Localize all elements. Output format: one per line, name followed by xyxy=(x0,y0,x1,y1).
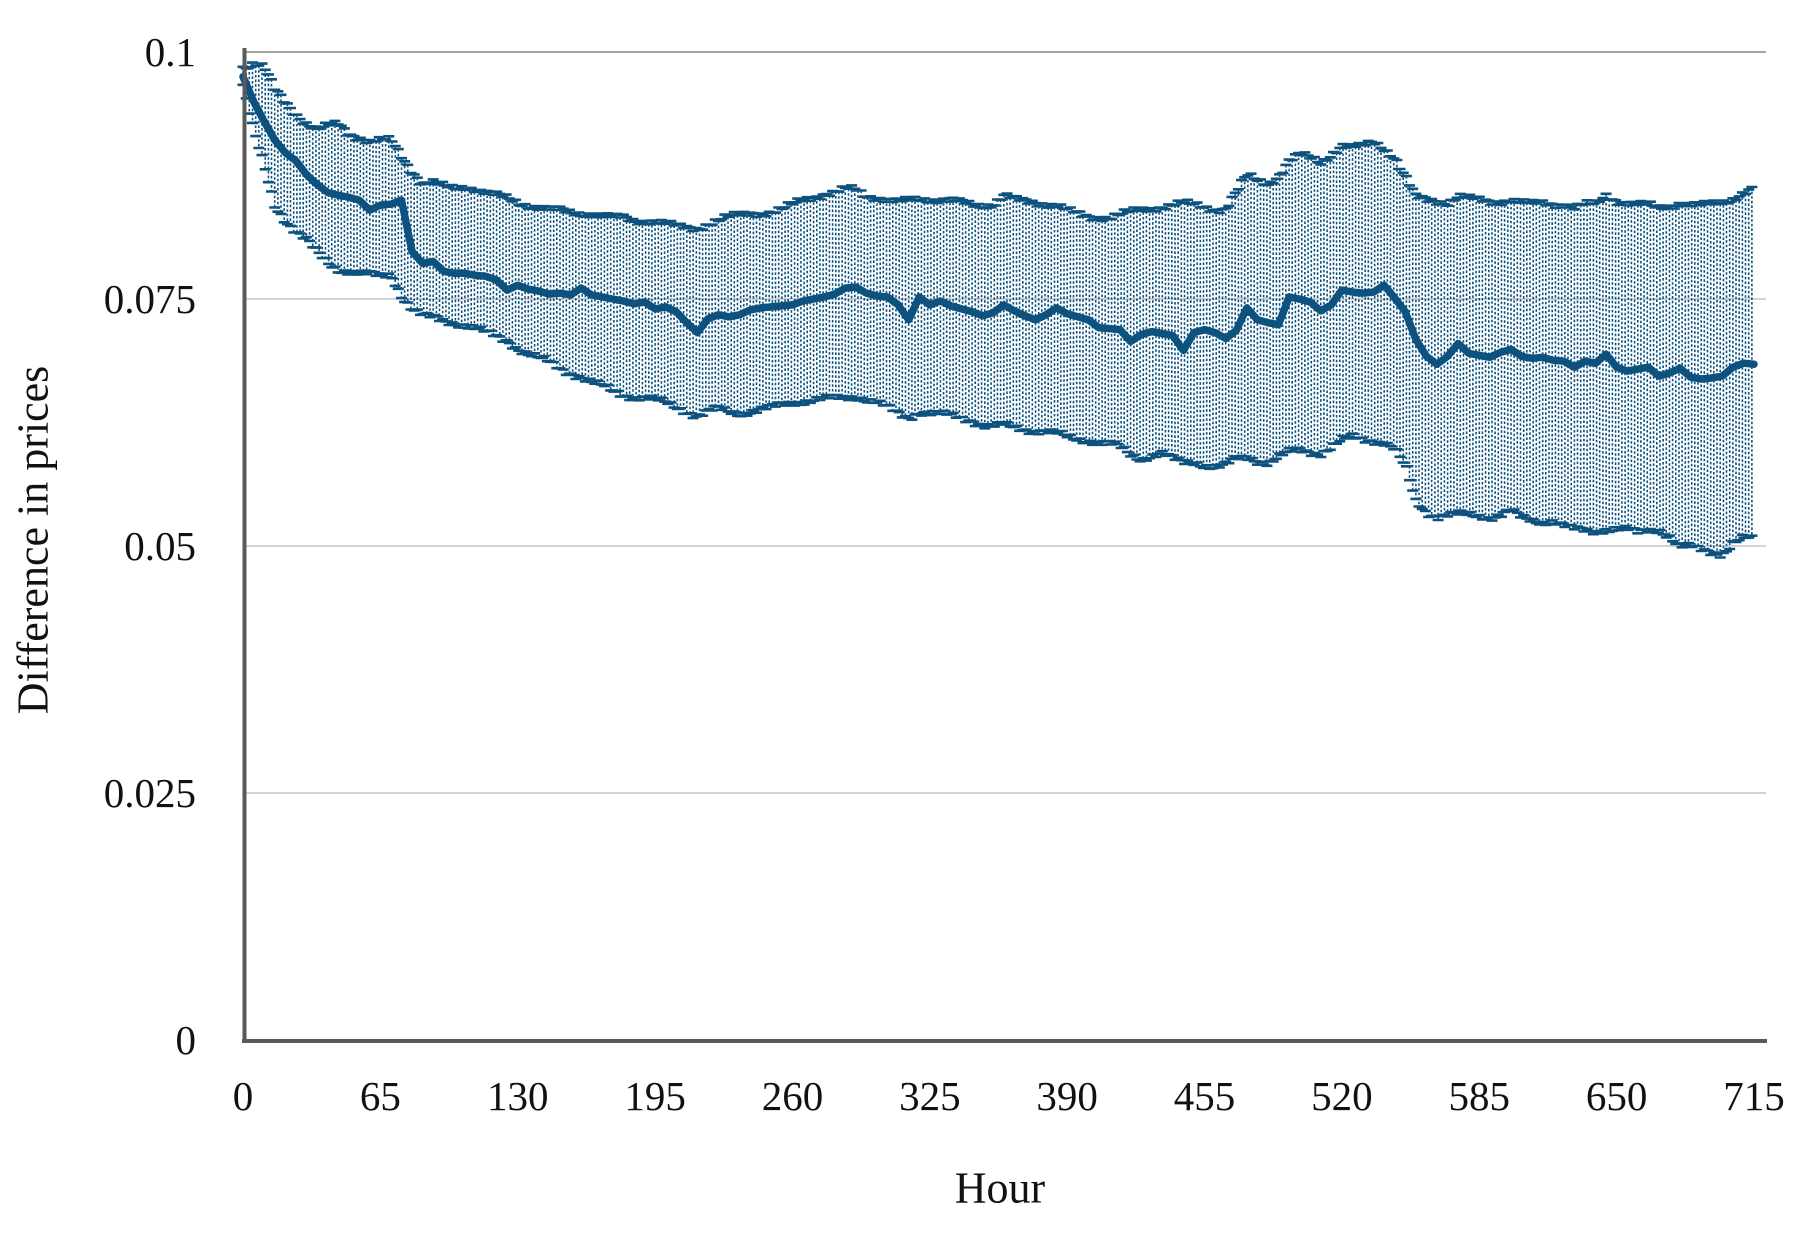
y-tick-label: 0.05 xyxy=(124,523,196,569)
mean-line xyxy=(239,72,1758,383)
x-tick-label: 325 xyxy=(899,1073,961,1119)
y-tick-label: 0.1 xyxy=(145,29,196,75)
x-tick-label: 260 xyxy=(762,1073,824,1119)
y-axis-title: Difference in prices xyxy=(8,365,58,715)
y-tick-label: 0.075 xyxy=(104,276,196,322)
x-tick-label: 585 xyxy=(1449,1073,1511,1119)
y-tick-label: 0 xyxy=(176,1017,197,1063)
x-axis-title: Hour xyxy=(954,1163,1046,1213)
x-tick-label: 390 xyxy=(1036,1073,1098,1119)
x-tick-label: 0 xyxy=(233,1073,254,1119)
x-tick-label: 65 xyxy=(360,1073,401,1119)
x-tick-label: 520 xyxy=(1311,1073,1373,1119)
x-tick-label: 455 xyxy=(1174,1073,1236,1119)
x-tick-label: 195 xyxy=(624,1073,686,1119)
y-tick-label: 0.025 xyxy=(104,770,196,816)
x-tick-label: 715 xyxy=(1723,1073,1785,1119)
tick-labels: 0 0.025 0.05 0.075 0.1 0 65 130 195 260 325 390 455 5… xyxy=(104,29,1785,1119)
x-tick-label: 130 xyxy=(487,1073,549,1119)
error-band-dotted-bars xyxy=(242,62,1753,558)
x-tick-label: 650 xyxy=(1586,1073,1648,1119)
gridlines xyxy=(244,51,1766,794)
